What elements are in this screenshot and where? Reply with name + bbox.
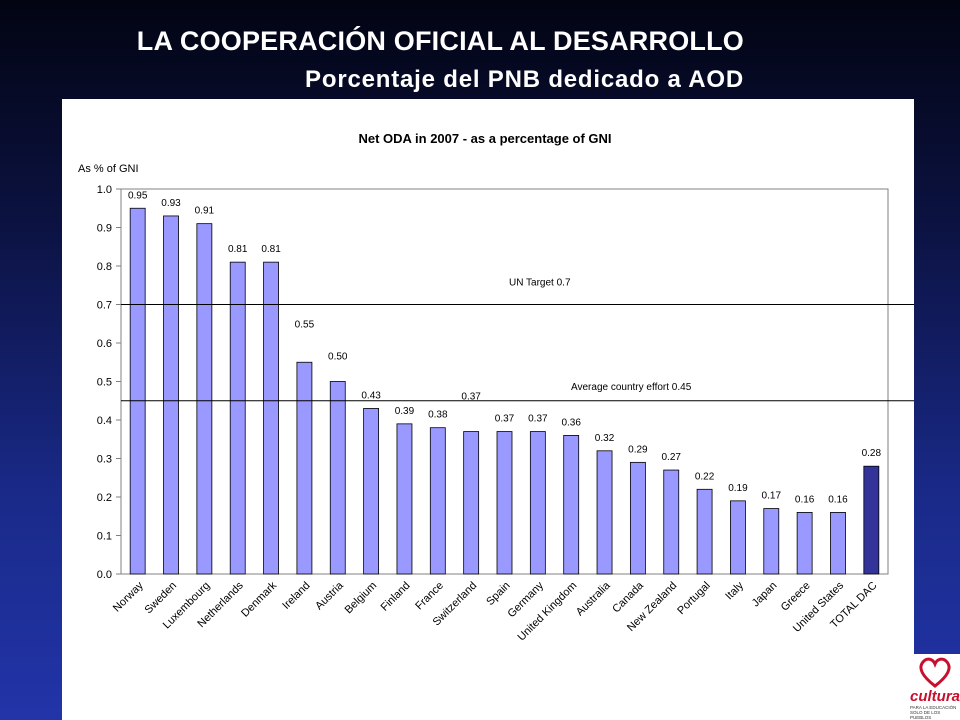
- bar: [329, 381, 346, 575]
- category-label: Ireland: [280, 580, 312, 612]
- data-label: 0.28: [862, 448, 882, 459]
- data-label: 0.16: [795, 494, 815, 505]
- logo-brand-text: culturas: [910, 688, 960, 705]
- slide-title: LA COOPERACIÓN OFICIAL AL DESARROLLO: [136, 26, 744, 56]
- bar: [796, 511, 813, 575]
- data-label: 0.22: [695, 471, 715, 482]
- y-tick-label: 0.1: [97, 531, 112, 543]
- category-label: Finland: [379, 580, 413, 614]
- bar: [396, 423, 413, 575]
- y-tick-label: 0.7: [97, 300, 112, 312]
- bar: [529, 431, 546, 575]
- bar: [763, 508, 780, 575]
- bar: [429, 427, 446, 575]
- data-label: 0.27: [662, 452, 682, 463]
- heart-icon: [919, 657, 951, 688]
- y-axis-label: As % of GNI: [78, 163, 139, 175]
- data-label: 0.91: [195, 206, 215, 217]
- data-label: 0.37: [528, 414, 548, 425]
- y-tick-label: 0.3: [97, 454, 112, 466]
- data-label: 0.93: [161, 198, 181, 209]
- category-label: Australia: [574, 579, 613, 618]
- reference-line-label: Average country effort 0.45: [571, 382, 692, 393]
- data-label: 0.39: [395, 406, 415, 417]
- data-label: 0.16: [828, 494, 848, 505]
- y-tick-label: 0.2: [97, 492, 112, 504]
- bar: [663, 469, 680, 575]
- y-tick-label: 0.4: [97, 415, 112, 427]
- data-label: 0.50: [328, 352, 348, 363]
- data-label: 0.17: [762, 491, 782, 502]
- oda-bar-chart: Net ODA in 2007 - as a percentage of GNI…: [78, 131, 914, 644]
- bar: [629, 461, 646, 575]
- bar: [730, 500, 746, 575]
- category-label: Austria: [313, 579, 346, 612]
- category-label: Spain: [484, 580, 512, 608]
- category-label: Japan: [750, 580, 780, 610]
- culturas-logo: culturas PARA LA EDUCACIÓN SOLO DE LOS P…: [908, 654, 960, 720]
- data-label: 0.81: [261, 244, 281, 255]
- category-label: United Kingdom: [515, 580, 579, 644]
- category-label: Italy: [723, 579, 746, 602]
- reference-line-label: UN Target 0.7: [509, 278, 571, 289]
- y-tick-label: 0.8: [97, 261, 112, 273]
- bar: [129, 207, 146, 575]
- data-label: 0.37: [461, 392, 481, 403]
- data-label: 0.43: [361, 390, 381, 401]
- category-label: Norway: [111, 579, 146, 614]
- slide-subtitle: Porcentaje del PNB dedicado a AOD: [305, 66, 744, 93]
- data-label: 0.38: [428, 410, 448, 421]
- bar: [196, 223, 213, 575]
- y-tick-label: 0.0: [97, 569, 112, 581]
- bar: [463, 431, 480, 575]
- y-tick-label: 0.6: [97, 338, 112, 350]
- logo-tagline: PARA LA EDUCACIÓN SOLO DE LOS PUEBLOS: [910, 705, 957, 720]
- data-label: 0.19: [728, 483, 748, 494]
- bar: [863, 465, 880, 575]
- bar: [596, 450, 613, 575]
- chart-title: Net ODA in 2007 - as a percentage of GNI: [358, 131, 611, 146]
- data-label: 0.95: [128, 190, 148, 201]
- category-label: Belgium: [343, 580, 380, 617]
- data-label: 0.29: [628, 444, 648, 455]
- category-label: Denmark: [239, 579, 279, 619]
- bar: [563, 434, 580, 575]
- y-tick-label: 0.5: [97, 377, 112, 389]
- bar: [696, 488, 713, 575]
- bar: [363, 408, 380, 575]
- y-tick-label: 1.0: [97, 184, 112, 196]
- data-label: 0.81: [228, 244, 248, 255]
- chart-frame: Net ODA in 2007 - as a percentage of GNI…: [62, 99, 914, 720]
- bar: [229, 261, 246, 575]
- data-label: 0.32: [595, 433, 615, 444]
- category-label: Portugal: [675, 580, 712, 617]
- bar: [263, 261, 279, 575]
- data-label: 0.55: [295, 319, 315, 330]
- y-tick-label: 0.9: [97, 223, 112, 235]
- bar: [296, 361, 313, 575]
- bar: [830, 511, 846, 575]
- data-label: 0.36: [561, 417, 581, 428]
- bar: [163, 215, 179, 575]
- bar: [496, 431, 513, 575]
- category-label: France: [413, 580, 446, 613]
- data-label: 0.37: [495, 414, 515, 425]
